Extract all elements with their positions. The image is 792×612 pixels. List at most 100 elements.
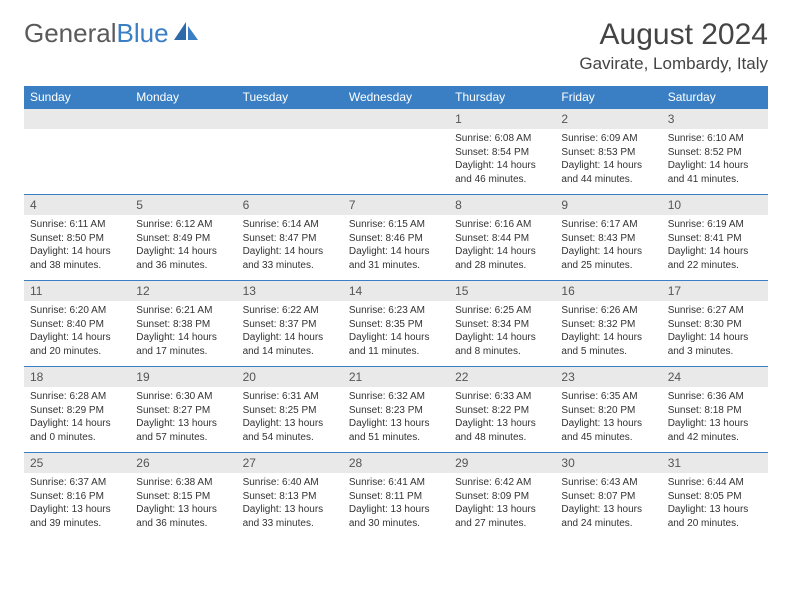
header: GeneralBlue August 2024 Gavirate, Lombar… [24,18,768,74]
day-cell [24,129,130,195]
sunrise-text: Sunrise: 6:22 AM [243,304,337,318]
day-number: 17 [662,281,768,302]
sunrise-text: Sunrise: 6:20 AM [30,304,124,318]
sunrise-text: Sunrise: 6:44 AM [668,476,762,490]
daylight-text: Daylight: 14 hours and 14 minutes. [243,331,337,358]
daylight-text: Daylight: 14 hours and 25 minutes. [561,245,655,272]
sunrise-text: Sunrise: 6:41 AM [349,476,443,490]
daylight-text: Daylight: 13 hours and 27 minutes. [455,503,549,530]
daylight-text: Daylight: 14 hours and 36 minutes. [136,245,230,272]
day-number-row: 123 [24,109,768,130]
day-number: 22 [449,367,555,388]
sunset-text: Sunset: 8:27 PM [136,404,230,418]
day-cell: Sunrise: 6:36 AMSunset: 8:18 PMDaylight:… [662,387,768,453]
sunrise-text: Sunrise: 6:35 AM [561,390,655,404]
day-cell [130,129,236,195]
logo-text-2: Blue [117,18,169,49]
sunrise-text: Sunrise: 6:33 AM [455,390,549,404]
sunrise-text: Sunrise: 6:09 AM [561,132,655,146]
day-cell: Sunrise: 6:14 AMSunset: 8:47 PMDaylight:… [237,215,343,281]
day-number: 30 [555,453,661,474]
day-number: 23 [555,367,661,388]
day-cell: Sunrise: 6:43 AMSunset: 8:07 PMDaylight:… [555,473,661,538]
sunrise-text: Sunrise: 6:42 AM [455,476,549,490]
day-number: 5 [130,195,236,216]
day-cell: Sunrise: 6:10 AMSunset: 8:52 PMDaylight:… [662,129,768,195]
daylight-text: Daylight: 13 hours and 51 minutes. [349,417,443,444]
daylight-text: Daylight: 14 hours and 5 minutes. [561,331,655,358]
daylight-text: Daylight: 13 hours and 57 minutes. [136,417,230,444]
day-cell: Sunrise: 6:35 AMSunset: 8:20 PMDaylight:… [555,387,661,453]
sunrise-text: Sunrise: 6:27 AM [668,304,762,318]
daylight-text: Daylight: 14 hours and 0 minutes. [30,417,124,444]
day-cell: Sunrise: 6:44 AMSunset: 8:05 PMDaylight:… [662,473,768,538]
day-number: 14 [343,281,449,302]
sunrise-text: Sunrise: 6:36 AM [668,390,762,404]
day-content-row: Sunrise: 6:20 AMSunset: 8:40 PMDaylight:… [24,301,768,367]
daylight-text: Daylight: 13 hours and 54 minutes. [243,417,337,444]
day-cell: Sunrise: 6:41 AMSunset: 8:11 PMDaylight:… [343,473,449,538]
daylight-text: Daylight: 14 hours and 31 minutes. [349,245,443,272]
sunrise-text: Sunrise: 6:32 AM [349,390,443,404]
daylight-text: Daylight: 14 hours and 44 minutes. [561,159,655,186]
day-cell: Sunrise: 6:08 AMSunset: 8:54 PMDaylight:… [449,129,555,195]
day-number: 2 [555,109,661,130]
day-cell: Sunrise: 6:11 AMSunset: 8:50 PMDaylight:… [24,215,130,281]
sunset-text: Sunset: 8:22 PM [455,404,549,418]
daylight-text: Daylight: 13 hours and 42 minutes. [668,417,762,444]
day-cell: Sunrise: 6:31 AMSunset: 8:25 PMDaylight:… [237,387,343,453]
sunrise-text: Sunrise: 6:28 AM [30,390,124,404]
sunrise-text: Sunrise: 6:43 AM [561,476,655,490]
sunrise-text: Sunrise: 6:12 AM [136,218,230,232]
sunset-text: Sunset: 8:50 PM [30,232,124,246]
daylight-text: Daylight: 13 hours and 36 minutes. [136,503,230,530]
day-content-row: Sunrise: 6:11 AMSunset: 8:50 PMDaylight:… [24,215,768,281]
daylight-text: Daylight: 13 hours and 48 minutes. [455,417,549,444]
day-number: 20 [237,367,343,388]
daylight-text: Daylight: 14 hours and 11 minutes. [349,331,443,358]
title-location: Gavirate, Lombardy, Italy [579,54,768,74]
sunset-text: Sunset: 8:35 PM [349,318,443,332]
sunrise-text: Sunrise: 6:19 AM [668,218,762,232]
day-number: 28 [343,453,449,474]
day-cell: Sunrise: 6:37 AMSunset: 8:16 PMDaylight:… [24,473,130,538]
sunset-text: Sunset: 8:41 PM [668,232,762,246]
sunset-text: Sunset: 8:18 PM [668,404,762,418]
day-cell: Sunrise: 6:19 AMSunset: 8:41 PMDaylight:… [662,215,768,281]
weekday-header-row: Sunday Monday Tuesday Wednesday Thursday… [24,86,768,109]
title-block: August 2024 Gavirate, Lombardy, Italy [579,18,768,74]
day-number-row: 25262728293031 [24,453,768,474]
day-number [237,109,343,130]
day-number-row: 18192021222324 [24,367,768,388]
sunset-text: Sunset: 8:53 PM [561,146,655,160]
day-number: 9 [555,195,661,216]
day-cell: Sunrise: 6:26 AMSunset: 8:32 PMDaylight:… [555,301,661,367]
sunset-text: Sunset: 8:47 PM [243,232,337,246]
sunset-text: Sunset: 8:34 PM [455,318,549,332]
day-number: 24 [662,367,768,388]
weekday-header: Sunday [24,86,130,109]
sunset-text: Sunset: 8:54 PM [455,146,549,160]
sunset-text: Sunset: 8:37 PM [243,318,337,332]
calendar-table: Sunday Monday Tuesday Wednesday Thursday… [24,86,768,538]
day-cell: Sunrise: 6:25 AMSunset: 8:34 PMDaylight:… [449,301,555,367]
sunset-text: Sunset: 8:09 PM [455,490,549,504]
day-number-row: 45678910 [24,195,768,216]
sunrise-text: Sunrise: 6:37 AM [30,476,124,490]
day-content-row: Sunrise: 6:08 AMSunset: 8:54 PMDaylight:… [24,129,768,195]
day-number: 31 [662,453,768,474]
day-number [130,109,236,130]
sunrise-text: Sunrise: 6:30 AM [136,390,230,404]
weekday-header: Monday [130,86,236,109]
day-number: 10 [662,195,768,216]
sunset-text: Sunset: 8:38 PM [136,318,230,332]
daylight-text: Daylight: 14 hours and 20 minutes. [30,331,124,358]
daylight-text: Daylight: 13 hours and 39 minutes. [30,503,124,530]
day-number: 15 [449,281,555,302]
sunset-text: Sunset: 8:44 PM [455,232,549,246]
daylight-text: Daylight: 14 hours and 38 minutes. [30,245,124,272]
sunrise-text: Sunrise: 6:15 AM [349,218,443,232]
sunrise-text: Sunrise: 6:31 AM [243,390,337,404]
sail-icon [172,18,200,49]
daylight-text: Daylight: 14 hours and 46 minutes. [455,159,549,186]
